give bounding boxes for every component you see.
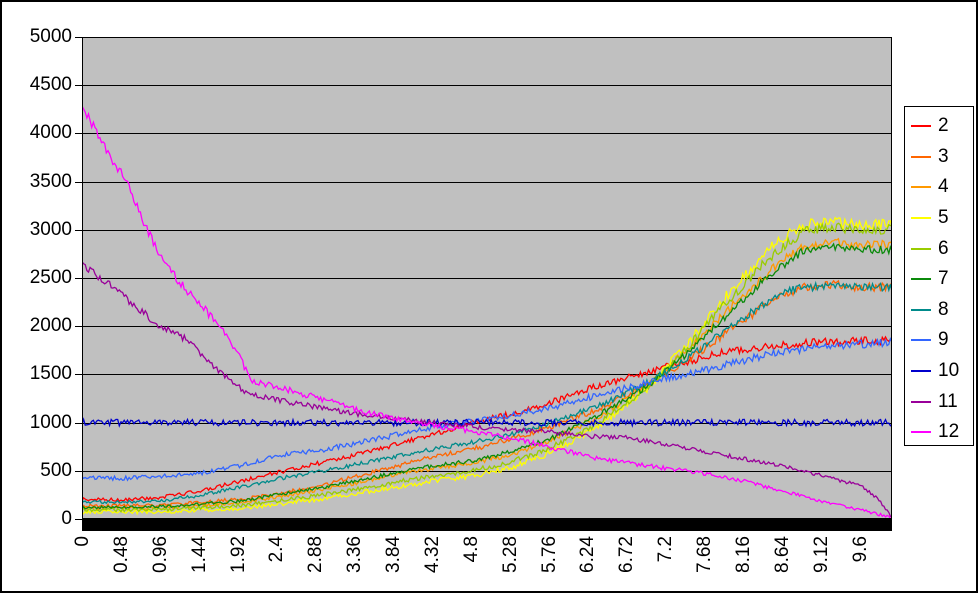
x-axis-label: 1.92 bbox=[228, 536, 249, 573]
y-tick bbox=[75, 423, 82, 424]
x-axis-label: 4.32 bbox=[422, 536, 443, 573]
y-tick bbox=[75, 85, 82, 86]
y-axis-label: 1000 bbox=[29, 412, 72, 433]
x-axis-label: 0.96 bbox=[150, 536, 171, 573]
x-axis-label: 7.68 bbox=[694, 536, 715, 573]
y-axis-label: 1500 bbox=[29, 363, 72, 384]
y-axis-label: 500 bbox=[40, 460, 72, 481]
legend-item-5[interactable]: 5 bbox=[905, 203, 973, 234]
y-axis-label: 4000 bbox=[29, 122, 72, 143]
x-axis-label: 5.76 bbox=[539, 536, 560, 573]
y-tick bbox=[75, 278, 82, 279]
y-axis-label: 5000 bbox=[29, 26, 72, 47]
y-axis-label: 3000 bbox=[29, 219, 72, 240]
x-axis-label: 6.72 bbox=[616, 536, 637, 573]
legend-label: 2 bbox=[938, 115, 949, 137]
y-tick bbox=[75, 133, 82, 134]
plot-svg bbox=[82, 37, 892, 519]
legend-swatch bbox=[911, 155, 931, 158]
plot-border bbox=[82, 37, 892, 519]
y-tick bbox=[75, 182, 82, 183]
x-axis-label: 9.6 bbox=[850, 536, 871, 563]
y-tick bbox=[75, 230, 82, 231]
series-line-4 bbox=[82, 237, 892, 511]
x-axis-label: 4.8 bbox=[461, 536, 482, 563]
legend-swatch bbox=[911, 431, 931, 434]
legend-swatch bbox=[911, 217, 931, 220]
legend-label: 7 bbox=[938, 268, 949, 290]
series-line-11 bbox=[82, 261, 892, 518]
x-axis-label: 0.48 bbox=[111, 536, 132, 573]
series-line-8 bbox=[82, 280, 892, 505]
legend-item-7[interactable]: 7 bbox=[905, 264, 973, 295]
legend-item-12[interactable]: 12 bbox=[905, 417, 973, 448]
series-line-10 bbox=[82, 417, 892, 428]
x-axis-label: 0 bbox=[72, 536, 93, 547]
legend-label: 9 bbox=[938, 329, 949, 351]
x-axis-label: 7.2 bbox=[655, 536, 676, 563]
series-line-12 bbox=[82, 105, 892, 519]
y-axis-label: 0 bbox=[61, 508, 72, 529]
x-axis-label: 2.88 bbox=[305, 536, 326, 573]
x-axis-label: 2.4 bbox=[266, 536, 287, 563]
legend-swatch bbox=[911, 278, 931, 281]
legend-swatch bbox=[911, 125, 931, 128]
legend-label: 3 bbox=[938, 145, 949, 167]
x-axis-label: 9.12 bbox=[811, 536, 832, 573]
y-tick bbox=[75, 374, 82, 375]
legend-swatch bbox=[911, 186, 931, 189]
legend-item-4[interactable]: 4 bbox=[905, 172, 973, 203]
legend: 2 3 4 5 6 7 8 9 10 11 12 bbox=[904, 106, 974, 446]
x-axis-label: 1.44 bbox=[189, 536, 210, 573]
legend-item-8[interactable]: 8 bbox=[905, 295, 973, 326]
legend-item-6[interactable]: 6 bbox=[905, 233, 973, 264]
y-tick bbox=[75, 326, 82, 327]
x-axis-label: 6.24 bbox=[577, 536, 598, 573]
x-axis-line bbox=[82, 519, 892, 531]
legend-item-10[interactable]: 10 bbox=[905, 356, 973, 387]
y-axis-label: 3500 bbox=[29, 171, 72, 192]
y-axis-label: 2000 bbox=[29, 315, 72, 336]
y-axis-label: 4500 bbox=[29, 74, 72, 95]
legend-swatch bbox=[911, 308, 931, 311]
legend-label: 4 bbox=[938, 176, 949, 198]
legend-label: 12 bbox=[938, 421, 960, 443]
series-line-6 bbox=[82, 222, 892, 513]
plot-area bbox=[82, 37, 892, 519]
legend-label: 10 bbox=[938, 360, 960, 382]
series-line-3 bbox=[82, 279, 892, 509]
y-tick bbox=[75, 471, 82, 472]
x-axis-label: 3.36 bbox=[344, 536, 365, 573]
legend-swatch bbox=[911, 400, 931, 403]
legend-item-9[interactable]: 9 bbox=[905, 325, 973, 356]
y-tick bbox=[75, 519, 82, 520]
x-axis-label: 3.84 bbox=[383, 536, 404, 573]
series-line-5 bbox=[82, 216, 892, 516]
y-tick bbox=[75, 37, 82, 38]
legend-item-2[interactable]: 2 bbox=[905, 111, 973, 142]
legend-label: 6 bbox=[938, 237, 949, 259]
x-axis-label: 5.28 bbox=[500, 536, 521, 573]
x-axis-label: 8.64 bbox=[772, 536, 793, 573]
legend-swatch bbox=[911, 247, 931, 250]
legend-swatch bbox=[911, 370, 931, 373]
legend-item-11[interactable]: 11 bbox=[905, 386, 973, 417]
legend-label: 11 bbox=[938, 390, 958, 412]
series-line-7 bbox=[82, 242, 892, 510]
y-axis-label: 2500 bbox=[29, 267, 72, 288]
x-axis-label: 8.16 bbox=[733, 536, 754, 573]
legend-label: 8 bbox=[938, 298, 949, 320]
series-line-9 bbox=[82, 337, 892, 482]
legend-item-3[interactable]: 3 bbox=[905, 142, 973, 173]
legend-swatch bbox=[911, 339, 931, 342]
legend-label: 5 bbox=[938, 207, 949, 229]
